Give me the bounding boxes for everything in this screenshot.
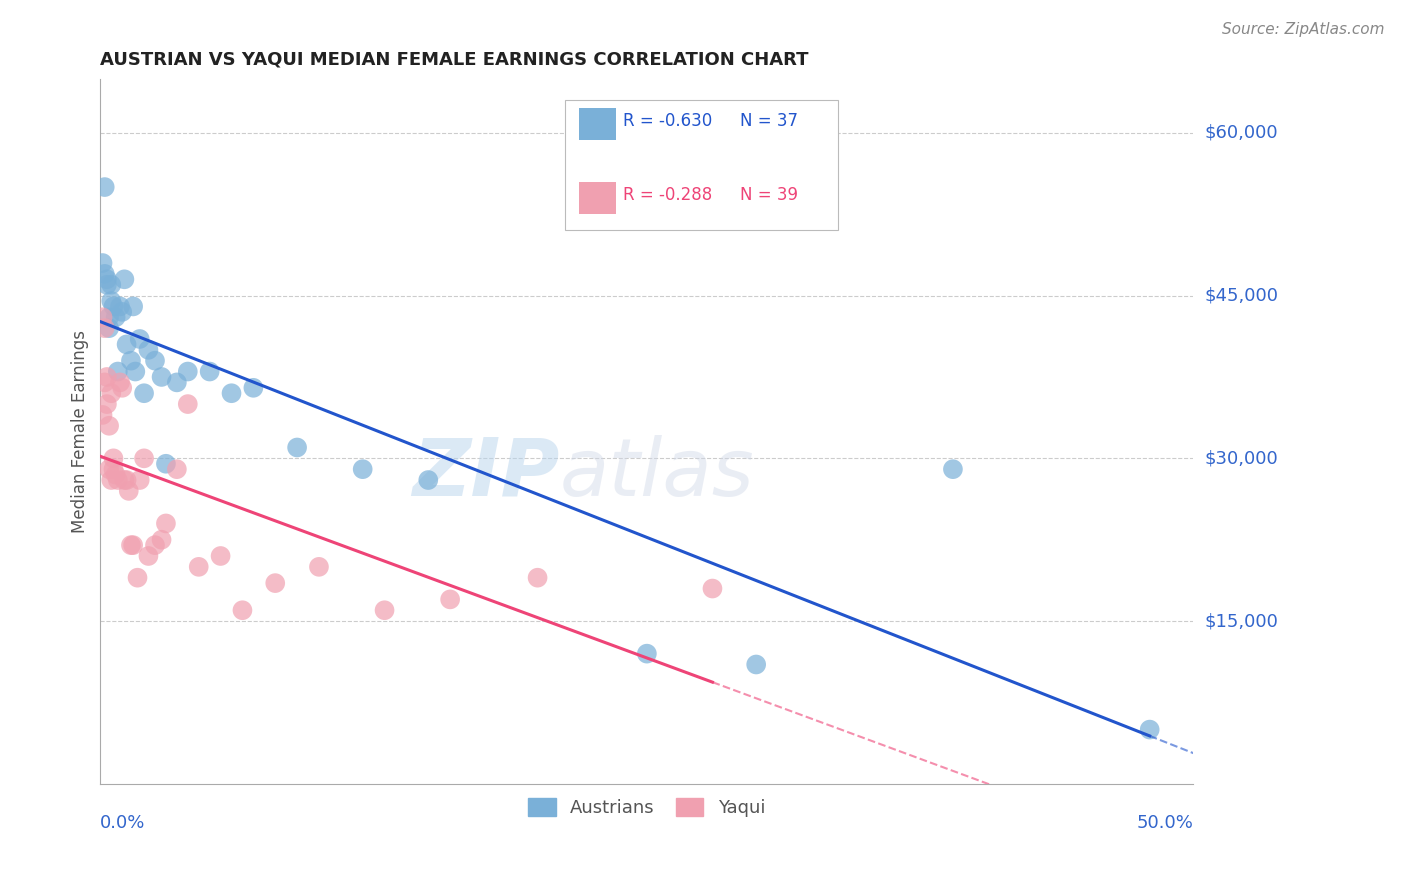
Point: [96, 370, 118, 384]
Point: [93, 376, 115, 390]
Text: $15,000: $15,000: [1205, 612, 1278, 630]
Point: [118, 483, 141, 498]
Point: [132, 451, 155, 466]
FancyBboxPatch shape: [579, 182, 616, 214]
FancyBboxPatch shape: [565, 100, 838, 230]
Point: [128, 332, 150, 346]
Point: [352, 462, 374, 476]
Point: [103, 451, 125, 466]
Point: [98, 418, 121, 433]
Point: [115, 473, 138, 487]
Point: [138, 343, 160, 357]
Point: [138, 549, 160, 563]
Point: [115, 337, 138, 351]
Text: R = -0.288: R = -0.288: [623, 186, 711, 204]
Point: [526, 571, 548, 585]
Point: [150, 533, 173, 547]
Point: [166, 376, 188, 390]
Point: [100, 386, 122, 401]
Text: Source: ZipAtlas.com: Source: ZipAtlas.com: [1222, 22, 1385, 37]
Point: [285, 441, 308, 455]
Point: [177, 397, 200, 411]
Point: [155, 457, 177, 471]
Point: [112, 473, 135, 487]
Point: [104, 467, 127, 482]
Point: [91, 408, 114, 422]
Point: [98, 321, 121, 335]
Point: [98, 310, 121, 325]
Text: R = -0.630: R = -0.630: [623, 112, 711, 130]
Point: [103, 300, 125, 314]
Point: [111, 381, 134, 395]
Point: [91, 310, 114, 325]
Point: [104, 310, 127, 325]
Point: [100, 293, 122, 308]
Text: $45,000: $45,000: [1205, 286, 1278, 304]
Point: [128, 473, 150, 487]
Point: [103, 462, 125, 476]
Point: [166, 462, 188, 476]
Point: [1139, 723, 1161, 737]
FancyBboxPatch shape: [579, 108, 616, 140]
Point: [108, 300, 131, 314]
Point: [111, 305, 134, 319]
Point: [374, 603, 396, 617]
Point: [155, 516, 177, 531]
Point: [177, 365, 200, 379]
Point: [124, 365, 146, 379]
Point: [242, 381, 264, 395]
Point: [100, 277, 122, 292]
Point: [264, 576, 287, 591]
Y-axis label: Median Female Earnings: Median Female Earnings: [72, 330, 89, 533]
Text: 50.0%: 50.0%: [1136, 814, 1194, 832]
Point: [93, 321, 115, 335]
Point: [308, 559, 330, 574]
Point: [93, 267, 115, 281]
Point: [112, 272, 135, 286]
Legend: Austrians, Yaqui: Austrians, Yaqui: [522, 790, 772, 824]
Point: [122, 538, 145, 552]
Point: [98, 462, 121, 476]
Point: [221, 386, 243, 401]
Point: [187, 559, 209, 574]
Point: [96, 277, 118, 292]
Text: 0.0%: 0.0%: [100, 814, 146, 832]
Text: $60,000: $60,000: [1205, 124, 1278, 142]
Point: [122, 300, 145, 314]
Point: [150, 370, 173, 384]
Point: [100, 473, 122, 487]
Point: [120, 353, 142, 368]
Text: N = 37: N = 37: [740, 112, 797, 130]
Point: [120, 538, 142, 552]
Text: $30,000: $30,000: [1205, 450, 1278, 467]
Text: AUSTRIAN VS YAQUI MEDIAN FEMALE EARNINGS CORRELATION CHART: AUSTRIAN VS YAQUI MEDIAN FEMALE EARNINGS…: [100, 51, 808, 69]
Point: [636, 647, 658, 661]
Point: [127, 571, 149, 585]
Point: [231, 603, 253, 617]
Text: ZIP: ZIP: [412, 434, 560, 513]
Text: atlas: atlas: [560, 434, 754, 513]
Point: [96, 397, 118, 411]
Point: [107, 473, 129, 487]
Point: [93, 180, 115, 194]
Point: [209, 549, 232, 563]
Point: [108, 376, 131, 390]
Point: [418, 473, 440, 487]
Point: [132, 386, 155, 401]
Point: [143, 538, 166, 552]
Point: [702, 582, 724, 596]
Point: [96, 272, 118, 286]
Point: [942, 462, 965, 476]
Point: [198, 365, 221, 379]
Point: [143, 353, 166, 368]
Point: [107, 365, 129, 379]
Point: [439, 592, 461, 607]
Point: [745, 657, 768, 672]
Point: [91, 256, 114, 270]
Text: N = 39: N = 39: [740, 186, 797, 204]
